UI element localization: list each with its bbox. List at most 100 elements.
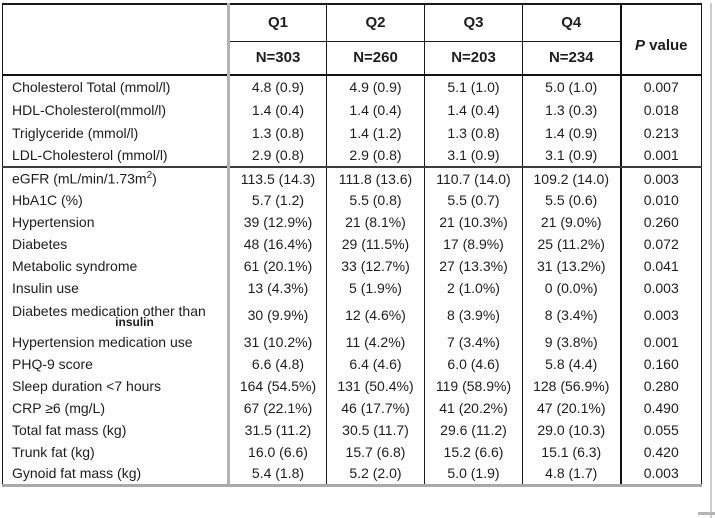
p-value-cell: 0.055	[619, 419, 702, 441]
p-value-cell: 0.280	[619, 375, 702, 397]
row-label-tail: )	[152, 170, 157, 187]
value-cell-q3: 7 (3.4%)	[424, 331, 523, 353]
p-value-cell: 0.041	[619, 255, 702, 277]
quartile-characteristics-table: Q1 Q2 Q3 Q4 P value N=303 N=260 N=203 N=234 Chol…	[2, 3, 702, 487]
p-value-cell: 0.001	[619, 144, 702, 168]
value-cell-q4: 15.1 (6.3)	[522, 441, 621, 463]
value-cell-q4: 29.0 (10.3)	[522, 419, 621, 441]
bottom-edge-divider	[698, 512, 715, 515]
value-cell-q1: 1.4 (0.4)	[228, 98, 327, 121]
value-cell-q1: 113.5 (14.3)	[228, 167, 327, 189]
row-label: Sleep duration <7 hours	[2, 375, 230, 397]
value-cell-q2: 5.2 (2.0)	[326, 463, 425, 487]
value-cell-q2: 1.4 (0.4)	[326, 98, 425, 121]
value-cell-q3: 6.0 (4.6)	[424, 353, 523, 375]
row-label-text: Hypertension	[12, 214, 95, 230]
value-cell-q3: 41 (20.2%)	[424, 397, 523, 419]
value-cell-q3: 5.0 (1.9)	[424, 463, 523, 487]
value-cell-q2: 111.8 (13.6)	[326, 167, 425, 189]
value-cell-q4: 109.2 (14.0)	[522, 167, 621, 189]
value-cell-q4: 4.8 (1.7)	[522, 463, 621, 487]
table-header: Q1 Q2 Q3 Q4 P value N=303 N=260 N=203 N=234	[2, 4, 702, 76]
row-label: LDL-Cholesterol (mmol/l)	[2, 144, 230, 168]
value-cell-q4: 5.5 (0.6)	[522, 189, 621, 211]
table-body: Cholesterol Total (mmol/l) 4.8 (0.9) 4.9 (…	[2, 75, 702, 487]
row-label-text: Triglyceride (mmol/l)	[12, 124, 139, 141]
row-label: Triglyceride (mmol/l)	[2, 121, 230, 144]
row-label-text: Gynoid fat mass (kg)	[12, 465, 142, 482]
row-label-text: CRP ≥6 (mg/L)	[12, 400, 106, 416]
p-value-cell: 0.018	[619, 98, 702, 121]
value-cell-q2: 33 (12.7%)	[326, 255, 425, 277]
quartile-characteristics-page: Q1 Q2 Q3 Q4 P value N=303 N=260 N=203 N=234 Chol…	[0, 3, 715, 518]
value-cell-q2: 46 (17.7%)	[326, 397, 425, 419]
row-label-text: PHQ-9 score	[12, 356, 93, 372]
value-cell-q3: 21 (10.3%)	[424, 211, 523, 233]
row-label-text: HDL-Cholesterol(mmol/l)	[12, 101, 167, 118]
value-cell-q2: 1.4 (1.2)	[326, 121, 425, 144]
value-cell-q4: 0 (0.0%)	[522, 277, 621, 299]
p-value-cell: 0.001	[619, 331, 702, 353]
table-row: HDL-Cholesterol(mmol/l) 1.4 (0.4) 1.4 (0.4…	[2, 98, 702, 121]
value-cell-q4: 31 (13.2%)	[522, 255, 621, 277]
value-cell-q4: 21 (9.0%)	[522, 211, 621, 233]
value-cell-q4: 5.8 (4.4)	[522, 353, 621, 375]
value-cell-q1: 31 (10.2%)	[228, 331, 327, 353]
value-cell-q3: 8 (3.9%)	[424, 299, 523, 331]
value-cell-q4: 47 (20.1%)	[522, 397, 621, 419]
value-cell-q1: 61 (20.1%)	[228, 255, 327, 277]
value-cell-q4: 1.4 (0.9)	[522, 121, 621, 144]
value-cell-q3: 119 (58.9%)	[424, 375, 523, 397]
p-value-cell: 0.490	[619, 397, 702, 419]
value-cell-q4: 1.3 (0.3)	[522, 98, 621, 121]
value-cell-q2: 5.5 (0.8)	[326, 189, 425, 211]
value-cell-q3: 3.1 (0.9)	[424, 144, 523, 168]
value-cell-q4: 9 (3.8%)	[522, 331, 621, 353]
value-cell-q3: 2 (1.0%)	[424, 277, 523, 299]
value-cell-q3: 5.1 (1.0)	[424, 75, 523, 98]
p-value-cell: 0.007	[619, 75, 702, 98]
table-row: Diabetes 48 (16.4%) 29 (11.5%) 17 (8.9%) 25 …	[2, 233, 702, 255]
value-cell-q2: 30.5 (11.7)	[326, 419, 425, 441]
value-cell-q1: 164 (54.5%)	[228, 375, 327, 397]
value-cell-q4: 5.0 (1.0)	[522, 75, 621, 98]
value-cell-q2: 2.9 (0.8)	[326, 144, 425, 168]
value-cell-q2: 6.4 (4.6)	[326, 353, 425, 375]
header-row-n: N=303 N=260 N=203 N=234	[3, 41, 702, 76]
value-cell-q3: 1.3 (0.8)	[424, 121, 523, 144]
value-cell-q4: 3.1 (0.9)	[522, 144, 621, 168]
column-header-q3: Q3	[424, 4, 523, 42]
value-cell-q2: 12 (4.6%)	[326, 299, 425, 331]
row-label: Metabolic syndrome	[2, 255, 230, 277]
value-cell-q1: 13 (4.3%)	[228, 277, 327, 299]
table-row: LDL-Cholesterol (mmol/l) 2.9 (0.8) 2.9 (0.…	[2, 144, 702, 168]
value-cell-q1: 16.0 (6.6)	[228, 441, 327, 463]
value-cell-q2: 4.9 (0.9)	[326, 75, 425, 98]
value-cell-q1: 4.8 (0.9)	[228, 75, 327, 98]
value-cell-q1: 67 (22.1%)	[228, 397, 327, 419]
value-cell-q3: 5.5 (0.7)	[424, 189, 523, 211]
p-value-cell: 0.003	[619, 299, 702, 331]
row-label-text: Trunk fat (kg)	[12, 444, 95, 460]
table-row: Insulin use 13 (4.3%) 5 (1.9%) 2 (1.0%) 0 (0…	[2, 277, 702, 299]
table-row: Hypertension 39 (12.9%) 21 (8.1%) 21 (10.3%…	[2, 211, 702, 233]
value-cell-q3: 29.6 (11.2)	[424, 419, 523, 441]
table-row: Gynoid fat mass (kg) 5.4 (1.8) 5.2 (2.0) 5.…	[2, 463, 702, 487]
value-cell-q4: 25 (11.2%)	[522, 233, 621, 255]
row-label-text: Sleep duration <7 hours	[12, 378, 162, 394]
table-row: CRP ≥6 (mg/L) 67 (22.1%) 46 (17.7%) 41 (20.…	[2, 397, 702, 419]
table-row: Diabetes medication other than insulin 30 …	[2, 299, 702, 331]
table-row: Trunk fat (kg) 16.0 (6.6) 15.7 (6.8) 15.2 (…	[2, 441, 702, 463]
row-label-text: LDL-Cholesterol (mmol/l)	[12, 147, 168, 163]
value-cell-q3: 1.4 (0.4)	[424, 98, 523, 121]
row-label-text: Diabetes	[12, 236, 68, 252]
value-cell-q1: 2.9 (0.8)	[228, 144, 327, 168]
row-label-text: Hypertension medication use	[12, 334, 193, 350]
right-edge-divider	[710, 3, 712, 518]
p-value-cell: 0.003	[619, 463, 702, 487]
row-label-text: Insulin use	[12, 280, 79, 296]
table-row: Total fat mass (kg) 31.5 (11.2) 30.5 (11.7…	[2, 419, 702, 441]
p-value-cell: 0.213	[619, 121, 702, 144]
value-cell-q1: 1.3 (0.8)	[228, 121, 327, 144]
p-value-cell: 0.003	[619, 167, 702, 189]
